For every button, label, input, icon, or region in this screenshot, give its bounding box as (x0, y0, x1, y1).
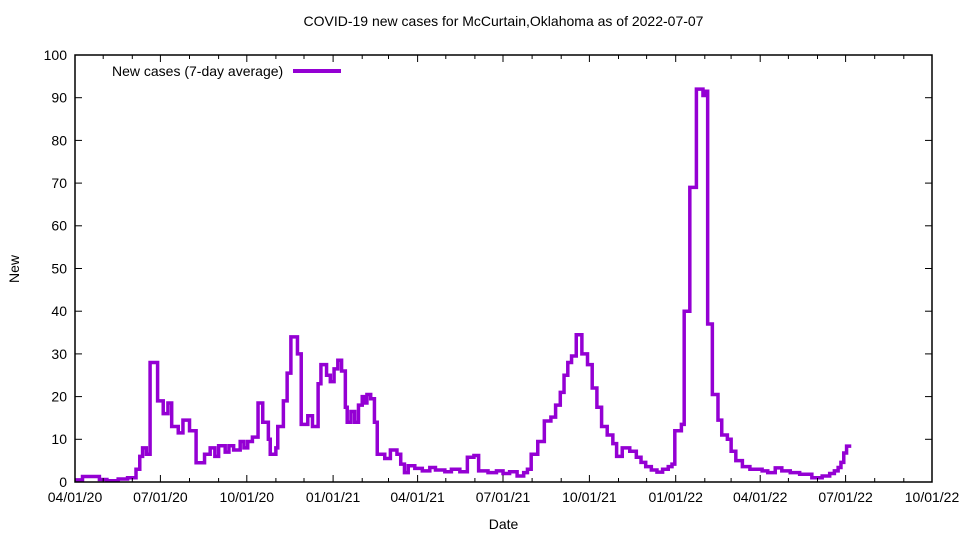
legend-line-sample (293, 69, 342, 73)
legend-series-label: New cases (7-day average) (112, 63, 284, 79)
x-tick-label: 04/01/21 (390, 489, 445, 505)
axes-and-ticks-layer: 04/01/20 07/01/20 10/01/20 01/01/21 04/01/21… (44, 47, 960, 505)
data-series-layer (75, 87, 852, 483)
plot-border (74, 54, 933, 483)
y-tick-label: 60 (51, 218, 67, 234)
x-tick-label: 10/01/22 (905, 489, 960, 505)
x-tick-label: 10/01/21 (562, 489, 617, 505)
y-tick-label: 40 (51, 303, 67, 319)
y-tick-label: 30 (51, 346, 67, 362)
x-tick-label: 07/01/21 (476, 489, 531, 505)
y-tick-label: 0 (59, 474, 67, 490)
x-tick-label: 07/01/20 (133, 489, 188, 505)
y-tick-label: 100 (44, 47, 68, 63)
y-tick-label: 50 (51, 260, 67, 276)
y-tick-label: 90 (51, 90, 67, 106)
y-tick-label: 80 (51, 132, 67, 148)
y-tick-label: 20 (51, 389, 67, 405)
x-tick-label: 10/01/20 (220, 489, 275, 505)
y-tick-label: 70 (51, 175, 67, 191)
x-tick-label: 04/01/22 (733, 489, 788, 505)
x-axis-label: Date (488, 516, 519, 532)
chart-title: COVID-19 new cases for McCurtain,Oklahom… (303, 13, 704, 29)
y-axis-label: New (6, 255, 22, 284)
x-tick-label: 01/01/22 (648, 489, 703, 505)
y-tick-label: 10 (51, 431, 67, 447)
x-tick-label: 07/01/22 (818, 489, 873, 505)
covid-new-cases-line (75, 87, 852, 483)
legend: New cases (7-day average) (112, 63, 342, 79)
x-tick-label: 01/01/21 (306, 489, 361, 505)
x-tick-label: 04/01/20 (48, 489, 103, 505)
